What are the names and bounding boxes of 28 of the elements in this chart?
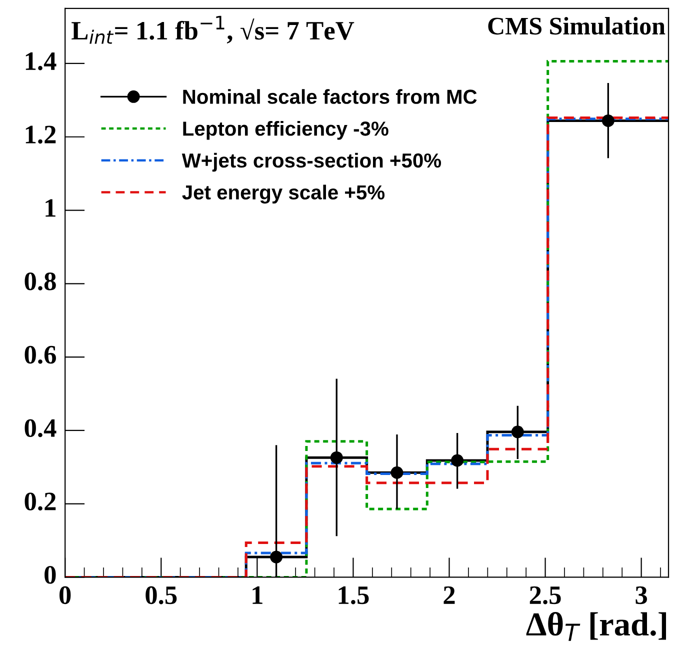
x-tick-label: 2 [444,586,455,604]
y-tick-label: 0.4 [24,419,56,438]
y-tick-label: 1 [46,199,56,217]
y-tick-label: 0.2 [24,492,56,511]
y-tick-label: 0.8 [24,272,56,290]
y-tick-label: 1.2 [26,126,56,144]
x-tick-label: 2.5 [530,586,561,604]
annotation: L$_{int}$= 1.1 fb$^{−1}$, √s= 7 TeV [72,16,354,44]
x-tick-label: 0 [59,586,71,604]
point [511,426,524,438]
y-tick-label: 0 [44,566,56,584]
x-axis-title: Δθ$_{T}$ [rad.] [526,612,666,641]
legend-label: W+jets cross-section +50% [182,152,442,172]
point [390,466,404,479]
x-tick-label: 1.5 [338,586,369,604]
x-tick-label: 3 [636,586,648,604]
legend-label: Lepton efficiency -3% [183,121,388,140]
y-tick-label: 1.4 [26,52,56,70]
legend-label: Jet energy scale +5% [182,184,385,204]
point [602,114,614,127]
point [270,550,283,564]
point [451,454,464,467]
x-tick-label: 1 [252,586,262,604]
point [330,451,343,464]
legend-label: Nominal scale factors from MC [183,89,477,104]
y-tick-label: 0.6 [24,346,56,364]
annotation: CMS Simulation [488,16,666,35]
x-tick-label: 0.5 [146,586,177,604]
